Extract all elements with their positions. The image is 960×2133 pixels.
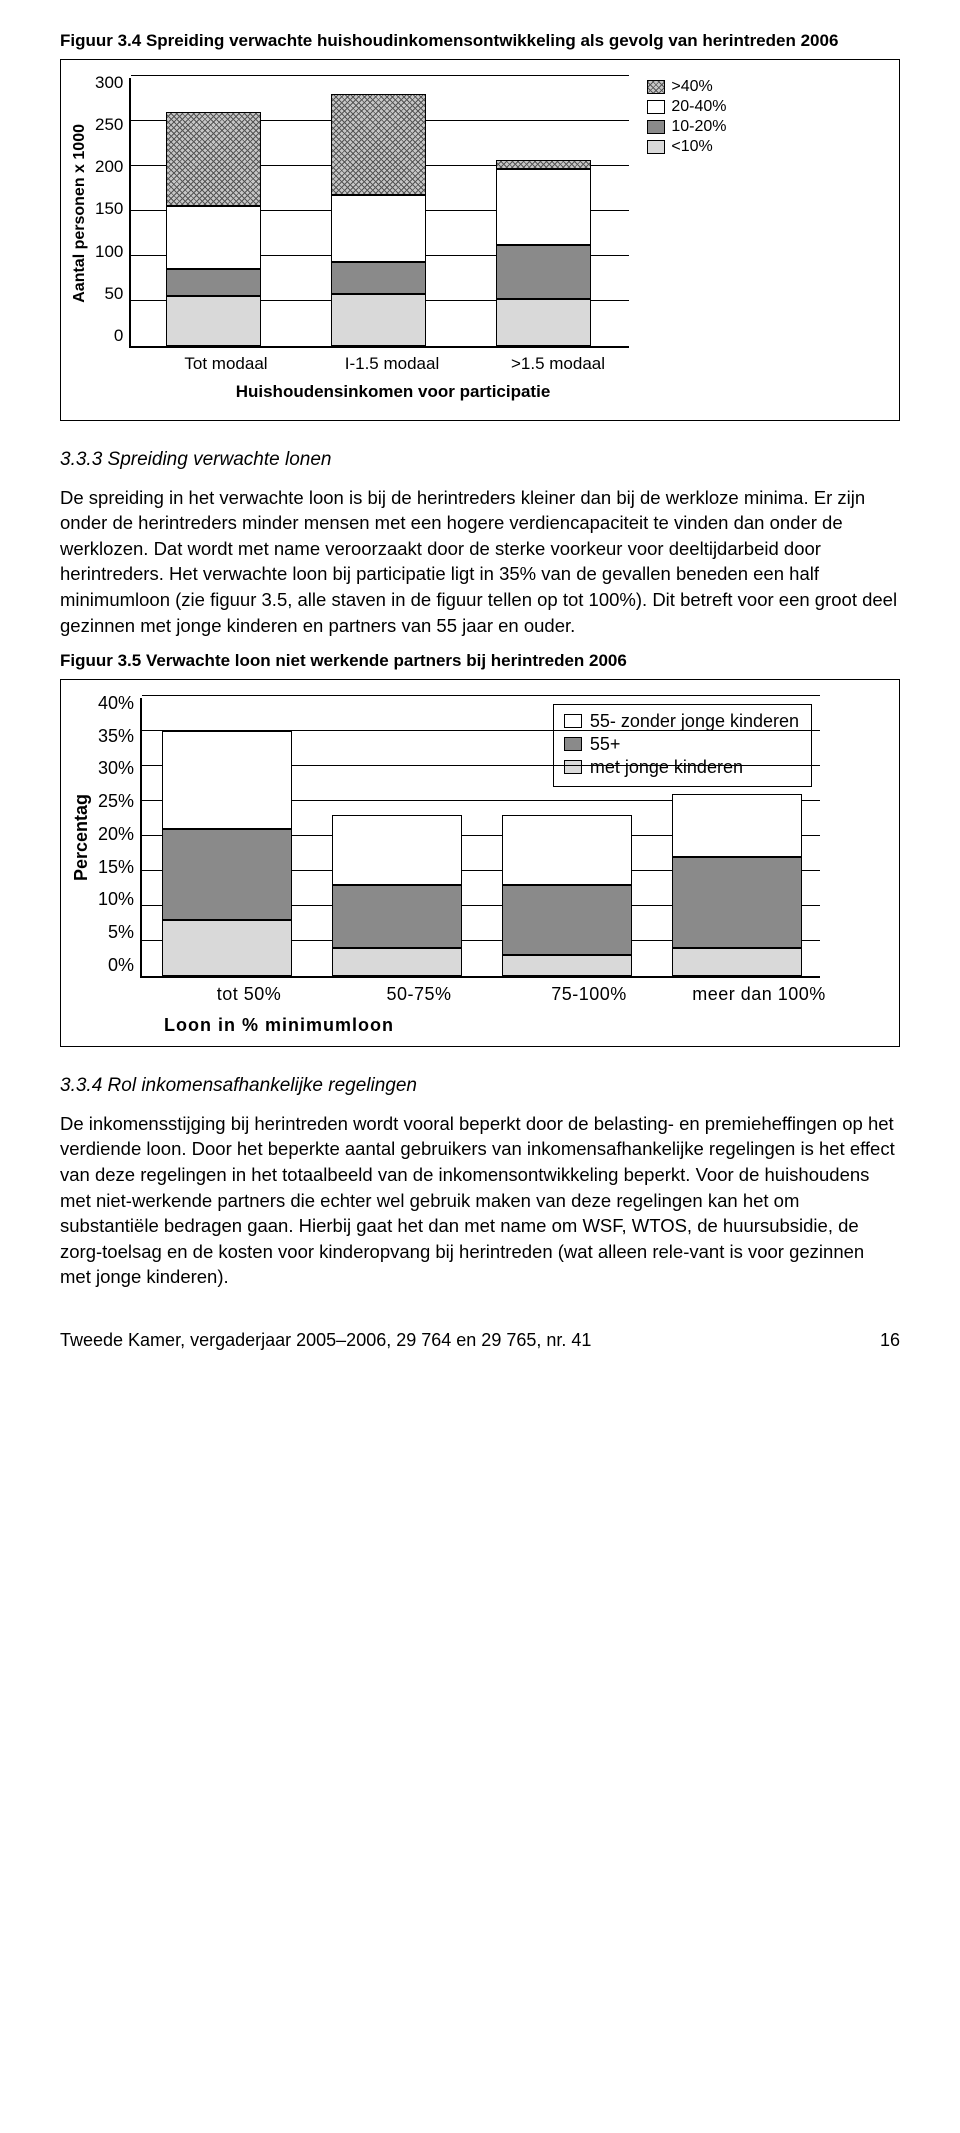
legend-label: met jonge kinderen <box>590 757 743 778</box>
fig35-chart: Percentag 40% 35% 30% 25% 20% 15% 10% 5% 0% 55- … <box>60 679 900 1047</box>
sec333-body: De spreiding in het verwachte loon is bi… <box>60 485 900 638</box>
fig34-gridline <box>131 75 629 76</box>
fig34-legend: >40% 20-40% 10-20% <10% <box>647 78 726 158</box>
legend-label: 55+ <box>590 734 621 755</box>
fig35-yaxis-label: Percentag <box>71 794 92 881</box>
fig35-xlabel: tot 50% <box>164 984 334 1005</box>
legend-swatch <box>564 760 582 774</box>
fig35-seg <box>672 857 802 948</box>
footer-left: Tweede Kamer, vergaderjaar 2005–2006, 29… <box>60 1330 591 1351</box>
fig34-legend-item: <10% <box>647 138 726 156</box>
fig35-seg <box>332 948 462 976</box>
fig35-seg <box>332 815 462 885</box>
fig34-seg <box>496 245 591 299</box>
fig34-seg <box>331 94 426 195</box>
fig34-title: Figuur 3.4 Spreiding verwachte huishoudi… <box>60 30 900 53</box>
legend-label: 20-40% <box>671 98 726 116</box>
fig34-xlabel: >1.5 modaal <box>475 354 641 374</box>
fig34-chart: Aantal personen x 1000 300 250 200 150 100 50… <box>60 59 900 421</box>
fig35-seg <box>502 815 632 885</box>
fig35-seg <box>332 885 462 948</box>
fig34-legend-item: >40% <box>647 78 726 96</box>
fig34-seg <box>166 206 261 269</box>
fig35-legend-item: 55- zonder jonge kinderen <box>564 711 799 732</box>
fig34-xaxis-title: Huishoudensinkomen voor participatie <box>143 382 643 402</box>
footer-page: 16 <box>880 1330 900 1351</box>
legend-label: 55- zonder jonge kinderen <box>590 711 799 732</box>
fig35-legend: 55- zonder jonge kinderen55+met jonge ki… <box>553 704 812 787</box>
fig35-ytick: 30% <box>98 759 134 777</box>
fig35-seg <box>502 955 632 976</box>
fig35-plot: 55- zonder jonge kinderen55+met jonge ki… <box>140 698 820 978</box>
fig34-yticks: 300250200150100500 <box>95 78 129 348</box>
legend-label: 10-20% <box>671 118 726 136</box>
sec333-heading: 3.3.3 Spreiding verwachte lonen <box>60 449 900 471</box>
fig35-seg <box>502 885 632 955</box>
fig35-ytick: 15% <box>98 858 134 876</box>
fig34-ytick: 0 <box>95 327 123 344</box>
fig34-plot <box>129 78 629 348</box>
page-footer: Tweede Kamer, vergaderjaar 2005–2006, 29… <box>60 1330 900 1351</box>
fig35-gridline <box>142 695 820 696</box>
fig35-legend-item: 55+ <box>564 734 799 755</box>
fig34-seg <box>496 299 591 346</box>
fig35-xlabel: 75-100% <box>504 984 674 1005</box>
fig35-seg <box>162 731 292 829</box>
fig35-ytick: 35% <box>98 727 134 745</box>
fig34-ytick: 300 <box>95 74 123 91</box>
fig34-seg <box>496 160 591 169</box>
fig35-xlabels: tot 50%50-75%75-100%meer dan 100% <box>164 984 844 1005</box>
fig35-legend-item: met jonge kinderen <box>564 757 799 778</box>
fig35-ytick: 0% <box>98 956 134 974</box>
fig34-xlabels: Tot modaalI-1.5 modaal>1.5 modaal <box>143 354 643 374</box>
fig35-yticks: 40%35%30%25%20%15%10%5%0% <box>98 698 140 978</box>
fig35-seg <box>162 920 292 976</box>
fig35-ytick: 10% <box>98 890 134 908</box>
fig34-ytick: 150 <box>95 200 123 217</box>
fig35-seg <box>162 829 292 920</box>
fig35-xlabel: 50-75% <box>334 984 504 1005</box>
fig35-seg <box>672 948 802 976</box>
fig35-seg <box>672 794 802 857</box>
legend-swatch <box>564 737 582 751</box>
sec334-body: De inkomensstijging bij herintreden word… <box>60 1111 900 1290</box>
fig35-xlabel: meer dan 100% <box>674 984 844 1005</box>
sec334-heading: 3.3.4 Rol inkomensafhankelijke regelinge… <box>60 1075 900 1097</box>
fig34-seg <box>166 269 261 296</box>
fig34-xlabel: Tot modaal <box>143 354 309 374</box>
legend-label: >40% <box>671 78 712 96</box>
fig35-xaxis-title: Loon in % minimumloon <box>164 1015 844 1036</box>
fig34-seg <box>166 112 261 207</box>
fig34-ytick: 100 <box>95 243 123 260</box>
fig34-seg <box>496 169 591 246</box>
fig34-yaxis-label: Aantal personen x 1000 <box>71 124 89 303</box>
legend-swatch <box>647 120 665 134</box>
legend-swatch <box>647 140 665 154</box>
fig34-seg <box>331 195 426 263</box>
fig34-seg <box>331 294 426 346</box>
legend-swatch <box>647 100 665 114</box>
fig34-ytick: 200 <box>95 158 123 175</box>
fig35-ytick: 40% <box>98 694 134 712</box>
fig35-ytick: 25% <box>98 792 134 810</box>
legend-swatch <box>564 714 582 728</box>
fig34-legend-item: 10-20% <box>647 118 726 136</box>
fig34-seg <box>166 296 261 346</box>
fig35-ytick: 5% <box>98 923 134 941</box>
fig35-title: Figuur 3.5 Verwachte loon niet werkende … <box>60 650 900 673</box>
fig34-seg <box>331 262 426 294</box>
fig34-ytick: 250 <box>95 116 123 133</box>
fig34-xlabel: I-1.5 modaal <box>309 354 475 374</box>
legend-swatch <box>647 80 665 94</box>
legend-label: <10% <box>671 138 712 156</box>
fig34-legend-item: 20-40% <box>647 98 726 116</box>
fig34-ytick: 50 <box>95 285 123 302</box>
fig35-ytick: 20% <box>98 825 134 843</box>
